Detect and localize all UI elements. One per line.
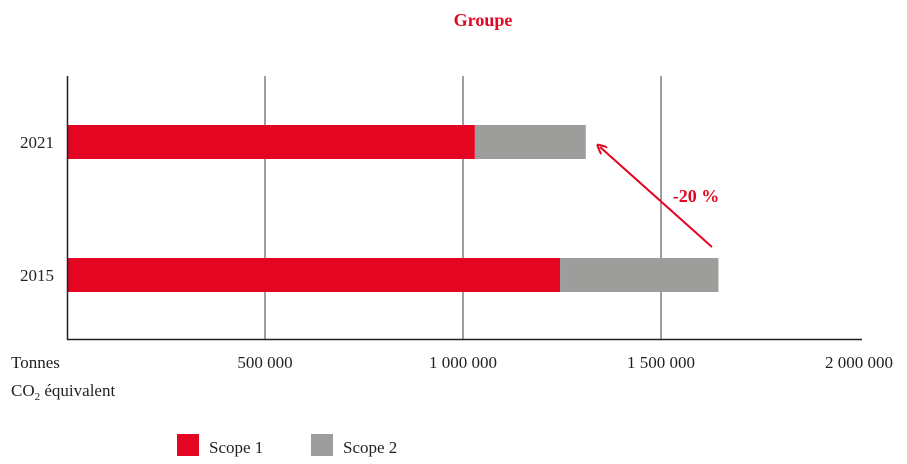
- x-tick-labels: 500 000 1 000 000 1 500 000 2 000 000: [237, 353, 893, 372]
- legend-swatch-1: [311, 434, 333, 456]
- bar-2015-scope-1: [67, 258, 561, 292]
- x-axis-label-prefix: CO: [11, 381, 35, 400]
- y-tick-label-2015: 2015: [20, 266, 54, 285]
- bar-2021-scope-2: [474, 125, 586, 159]
- chart-title: Groupe: [454, 10, 513, 30]
- x-tick-label-1: 1 000 000: [429, 353, 497, 372]
- x-tick-label-2: 1 500 000: [627, 353, 695, 372]
- bar-2015-scope-2: [560, 258, 719, 292]
- reduction-arrow: [600, 147, 713, 248]
- x-axis-label-subscript: 2: [35, 391, 41, 403]
- legend-swatch-0: [177, 434, 199, 456]
- x-axis-label-line2: CO2 équivalent: [11, 381, 115, 403]
- grid-lines: [264, 76, 662, 339]
- reduction-annotation: -20 %: [673, 186, 720, 206]
- y-tick-label-2021: 2021: [20, 133, 54, 152]
- legend: Scope 1 Scope 2: [177, 434, 397, 457]
- x-tick-label-3: 2 000 000: [825, 353, 893, 372]
- bar-2021-scope-1: [67, 125, 475, 159]
- x-tick-label-0: 500 000: [237, 353, 292, 372]
- legend-label-0: Scope 1: [209, 438, 263, 457]
- x-axis-label-line1: Tonnes: [11, 353, 60, 372]
- legend-label-1: Scope 2: [343, 438, 397, 457]
- bars: [67, 125, 719, 292]
- y-tick-labels: 2021 2015: [20, 133, 54, 285]
- x-axis-label-suffix: équivalent: [40, 381, 115, 400]
